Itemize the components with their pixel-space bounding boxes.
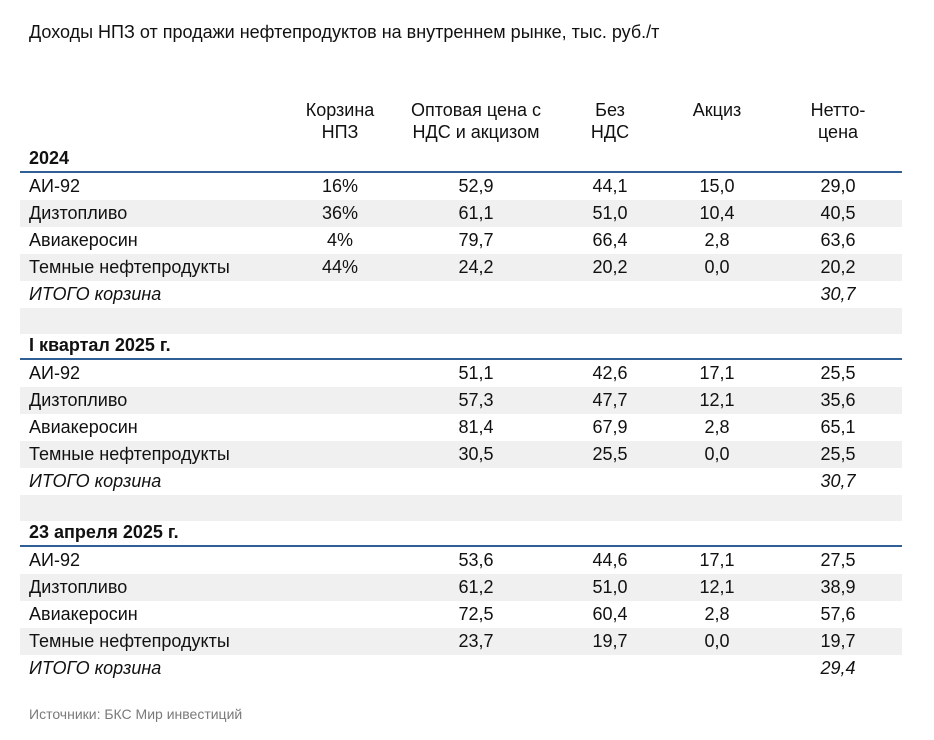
net-cell: 19,7 [820, 631, 856, 651]
no-vat-cell: 60,4 [592, 604, 628, 624]
table-row: Темные нефтепродукты 23,7 19,7 0,0 19,7 [20, 628, 902, 655]
row-label: АИ-92 [29, 363, 80, 383]
total-label: ИТОГО корзина [29, 471, 162, 491]
row-label: Авиакеросин [29, 604, 138, 624]
no-vat-cell: 67,9 [592, 417, 628, 437]
net-cell: 25,5 [820, 444, 856, 464]
net-cell: 20,2 [820, 257, 856, 277]
no-vat-cell: 51,0 [592, 203, 628, 223]
row-label: Темные нефтепродукты [29, 631, 230, 651]
net-cell: 63,6 [820, 230, 856, 250]
table-row: Авиакеросин 72,5 60,4 2,8 57,6 [20, 601, 902, 628]
table-row: Дизтопливо 36% 61,1 51,0 10,4 40,5 [20, 200, 902, 227]
total-label: ИТОГО корзина [29, 284, 162, 304]
no-vat-cell: 42,6 [592, 363, 628, 383]
row-label: Авиакеросин [29, 230, 138, 250]
excise-cell: 0,0 [704, 631, 730, 651]
total-row: ИТОГО корзина 30,7 [20, 468, 902, 495]
wholesale-cell: 24,2 [458, 257, 494, 277]
wholesale-cell: 61,1 [458, 203, 494, 223]
wholesale-cell: 61,2 [458, 577, 494, 597]
wholesale-cell: 81,4 [458, 417, 494, 437]
wholesale-cell: 57,3 [458, 390, 494, 410]
excise-cell: 2,8 [704, 604, 730, 624]
source-note: Источники: БКС Мир инвестиций [29, 706, 243, 722]
no-vat-cell: 66,4 [592, 230, 628, 250]
excise-cell: 0,0 [704, 257, 730, 277]
excise-cell: 10,4 [699, 203, 735, 223]
no-vat-cell: 44,6 [592, 550, 628, 570]
total-net-cell: 30,7 [820, 284, 856, 304]
table-row: АИ-92 53,6 44,6 17,1 27,5 [20, 547, 902, 574]
wholesale-cell: 30,5 [458, 444, 494, 464]
section-spacer [20, 495, 902, 521]
no-vat-cell: 51,0 [592, 577, 628, 597]
net-cell: 29,0 [820, 176, 856, 196]
wholesale-cell: 51,1 [458, 363, 494, 383]
excise-cell: 12,1 [699, 390, 735, 410]
no-vat-cell: 20,2 [592, 257, 628, 277]
wholesale-cell: 52,9 [458, 176, 494, 196]
row-label: Темные нефтепродукты [29, 444, 230, 464]
total-net-cell: 30,7 [820, 471, 856, 491]
no-vat-cell: 44,1 [592, 176, 628, 196]
no-vat-cell: 47,7 [592, 390, 628, 410]
table-row: АИ-92 16% 52,9 44,1 15,0 29,0 [20, 173, 902, 200]
net-cell: 35,6 [820, 390, 856, 410]
total-row: ИТОГО корзина 29,4 [20, 655, 902, 682]
section-spacer [20, 308, 902, 334]
table-row: АИ-92 51,1 42,6 17,1 25,5 [20, 360, 902, 387]
table-row: Авиакеросин 81,4 67,9 2,8 65,1 [20, 414, 902, 441]
total-net-cell: 29,4 [820, 658, 856, 678]
net-cell: 65,1 [820, 417, 856, 437]
section-header: 2024 [20, 147, 902, 173]
header-basket: Корзина НПЗ [305, 100, 375, 142]
wholesale-cell: 72,5 [458, 604, 494, 624]
header-net-price: Нетто- цена [810, 100, 866, 142]
header-excise: Акциз [692, 100, 742, 120]
net-cell: 25,5 [820, 363, 856, 383]
excise-cell: 12,1 [699, 577, 735, 597]
header-no-vat: Без НДС [590, 100, 630, 142]
table-row: Дизтопливо 57,3 47,7 12,1 35,6 [20, 387, 902, 414]
row-label: Дизтопливо [29, 577, 128, 597]
table-title: Доходы НПЗ от продажи нефтепродуктов на … [29, 22, 660, 42]
basket-cell: 44% [321, 257, 359, 277]
table-row: Дизтопливо 61,2 51,0 12,1 38,9 [20, 574, 902, 601]
table-row: Темные нефтепродукты 44% 24,2 20,2 0,0 2… [20, 254, 902, 281]
excise-cell: 2,8 [704, 417, 730, 437]
section-header: I квартал 2025 г. [20, 334, 902, 360]
header-wholesale-price: Оптовая цена с НДС и акцизом [411, 100, 541, 142]
wholesale-cell: 53,6 [458, 550, 494, 570]
excise-cell: 17,1 [699, 363, 735, 383]
row-label: Авиакеросин [29, 417, 138, 437]
net-cell: 38,9 [820, 577, 856, 597]
revenue-table: 2024 АИ-92 16% 52,9 44,1 15,0 29,0 Дизто… [20, 147, 902, 682]
no-vat-cell: 25,5 [592, 444, 628, 464]
row-label: АИ-92 [29, 176, 80, 196]
table-row: Темные нефтепродукты 30,5 25,5 0,0 25,5 [20, 441, 902, 468]
total-row: ИТОГО корзина 30,7 [20, 281, 902, 308]
excise-cell: 17,1 [699, 550, 735, 570]
table-row: Авиакеросин 4% 79,7 66,4 2,8 63,6 [20, 227, 902, 254]
net-cell: 57,6 [820, 604, 856, 624]
row-label: Дизтопливо [29, 390, 128, 410]
basket-cell: 36% [321, 203, 359, 223]
excise-cell: 2,8 [704, 230, 730, 250]
row-label: Темные нефтепродукты [29, 257, 230, 277]
wholesale-cell: 23,7 [458, 631, 494, 651]
net-cell: 40,5 [820, 203, 856, 223]
excise-cell: 0,0 [704, 444, 730, 464]
basket-cell: 4% [326, 230, 353, 250]
row-label: АИ-92 [29, 550, 80, 570]
section-header: 23 апреля 2025 г. [20, 521, 902, 547]
wholesale-cell: 79,7 [458, 230, 494, 250]
column-headers: Корзина НПЗ Оптовая цена с НДС и акцизом… [0, 99, 934, 145]
excise-cell: 15,0 [699, 176, 735, 196]
basket-cell: 16% [321, 176, 359, 196]
net-cell: 27,5 [820, 550, 856, 570]
no-vat-cell: 19,7 [592, 631, 628, 651]
row-label: Дизтопливо [29, 203, 128, 223]
total-label: ИТОГО корзина [29, 658, 162, 678]
